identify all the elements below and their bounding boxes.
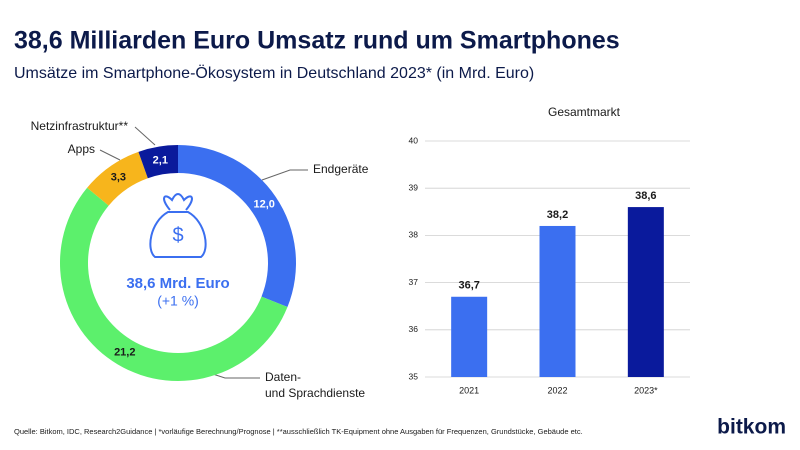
y-tick-label: 40: [409, 135, 419, 145]
x-tick-label: 2021: [459, 385, 479, 395]
center-label: 38,6 Mrd. Euro: [126, 275, 229, 292]
value-label: 3,3: [111, 172, 126, 184]
title: 38,6 Milliarden Euro Umsatz rund um Smar…: [14, 27, 620, 55]
value-label: 21,2: [114, 346, 135, 358]
bar: [451, 296, 488, 377]
leader-line: [99, 149, 121, 161]
donut-segment: [59, 187, 288, 382]
category-label: Apps: [68, 142, 95, 156]
logo: bitkom: [717, 416, 786, 439]
donut-segment: [178, 145, 296, 308]
value-label: 38,6: [635, 190, 656, 202]
subtitle: Umsätze im Smartphone-Ökosystem in Deuts…: [14, 64, 534, 82]
source-note: Quelle: Bitkom, IDC, Research2Guidance |…: [14, 427, 583, 436]
y-tick-label: 38: [409, 230, 419, 240]
y-tick-label: 39: [409, 182, 419, 192]
value-label: 36,7: [458, 280, 479, 292]
category-label: Daten-und Sprachdienste: [265, 370, 365, 400]
donut-segment: [87, 151, 148, 206]
svg-text:$: $: [172, 224, 183, 246]
bar: [539, 225, 576, 377]
center-sublabel: (+1 %): [157, 293, 199, 309]
value-label: 38,2: [547, 209, 568, 221]
y-tick-label: 35: [409, 371, 419, 381]
category-label: Netzinfrastruktur**: [31, 119, 129, 133]
money-bag-icon: $: [149, 193, 207, 258]
x-tick-label: 2022: [547, 385, 567, 395]
x-tick-label: 2023*: [634, 385, 658, 395]
bar: [627, 207, 664, 377]
category-label: Endgeräte: [313, 162, 369, 176]
y-tick-label: 37: [409, 277, 419, 287]
leader-line: [261, 169, 308, 181]
y-tick-label: 36: [409, 324, 419, 334]
value-label: 12,0: [253, 199, 274, 211]
donut-segment: [138, 145, 178, 179]
leader-line: [134, 126, 156, 146]
chart-title: Gesamtmarkt: [548, 105, 621, 119]
value-label: 2,1: [153, 154, 168, 166]
